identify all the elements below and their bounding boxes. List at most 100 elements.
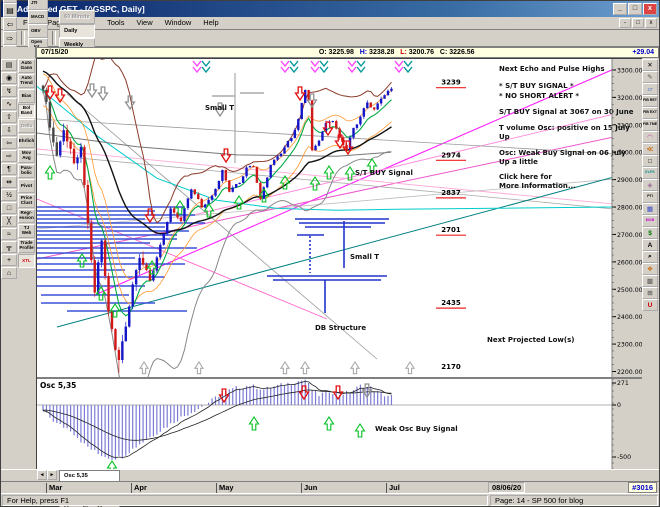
timeframe-daily[interactable]: Daily — [59, 24, 95, 38]
prev-page[interactable]: ⇦ — [3, 17, 17, 31]
study-autogann[interactable]: Auto Gann — [18, 59, 35, 73]
fib-retracement-tool[interactable]: FIB RET — [642, 95, 658, 107]
study-pivot[interactable]: Pivot — [18, 179, 35, 193]
fib-extension-tool[interactable]: FIB EXT — [642, 107, 658, 119]
rectangle-tool[interactable]: □ — [1, 202, 17, 214]
price-chart[interactable]: 3239 2974 2837 2701 2435 2170 Next Echo and Pu… — [37, 59, 644, 377]
grid2-tool[interactable]: ⊞ — [642, 287, 658, 299]
minimize-button[interactable]: _ — [613, 3, 627, 15]
underline-tool[interactable]: U — [642, 299, 658, 311]
tab-scroll-right[interactable]: ► — [47, 470, 57, 480]
menu-page[interactable]: Page — [47, 18, 65, 27]
timeframe-60-minute[interactable]: 60 Minute — [59, 10, 95, 24]
svg-text:Up: Up — [499, 133, 510, 141]
study-regression[interactable]: Regr- ession — [18, 209, 35, 223]
menu-view[interactable]: View — [136, 18, 153, 27]
study-bias[interactable]: Bias — [18, 89, 35, 103]
profit-taker-tool[interactable]: ↯ — [1, 85, 17, 97]
color-tool[interactable]: ❖ — [642, 263, 658, 275]
svg-text:T volume Osc: positive on 15 J: T volume Osc: positive on 15 July — [499, 124, 630, 132]
price-label-tool[interactable]: $ — [642, 227, 658, 239]
mdi-minimize-button[interactable]: - — [619, 18, 631, 28]
mob-tool[interactable]: MOB — [642, 215, 658, 227]
window-title: Advanced GET - [^GSPC, Daily] — [17, 4, 145, 14]
gann-fan-tool[interactable]: ◠ — [642, 131, 658, 143]
mdi-restore-button[interactable]: □ — [632, 18, 644, 28]
tab-scroll-left[interactable]: ◄ — [37, 470, 47, 480]
arrow-right-tool[interactable]: ⇨ — [1, 150, 17, 162]
maximize-button[interactable]: □ — [628, 3, 642, 15]
study-priceclust[interactable]: Price Clust — [18, 194, 35, 208]
arrow-up-tool[interactable]: ⇧ — [1, 111, 17, 123]
menu-help[interactable]: Help — [203, 18, 219, 27]
menu-tools[interactable]: Tools — [106, 18, 125, 27]
tie-tool[interactable]: ╦ — [1, 241, 17, 253]
magnifier-tool[interactable]: ⌕ — [642, 251, 658, 263]
svg-text:2700.00: 2700.00 — [617, 232, 643, 239]
next-page[interactable]: ⇨ — [3, 31, 17, 45]
pattern-tool[interactable]: ▩ — [642, 275, 658, 287]
diamond-tool[interactable]: ◈ — [642, 179, 658, 191]
tab-osc-5-35[interactable]: Osc 5,35 — [59, 470, 121, 481]
regression-channel-tool[interactable]: ▱ — [642, 83, 658, 95]
compare-tool[interactable]: ⇹ — [1, 176, 17, 188]
future-date-box[interactable]: 08/06/20 — [488, 482, 526, 493]
open-folder-tool[interactable]: ▤ — [1, 59, 17, 71]
exit-tool[interactable]: ⌂ — [1, 267, 17, 279]
pencil-tool[interactable]: ✎ — [642, 71, 658, 83]
arrow-down-tool[interactable]: ⇩ — [1, 124, 17, 136]
study-ehrlich[interactable]: Ehrlich — [18, 134, 35, 148]
study-button-jti[interactable]: JTI — [28, 0, 49, 10]
text-note-tool[interactable]: ¶ — [1, 163, 17, 175]
title-bar[interactable]: Advanced GET - [^GSPC, Daily] _ □ x — [1, 1, 659, 17]
text-tool[interactable]: A — [642, 239, 658, 251]
status-help-text: For Help, press F1 — [2, 494, 488, 506]
close-button[interactable]: x — [643, 3, 657, 15]
oscillator-chart[interactable]: Osc 5,35 Weak Osc Buy Signal 271 0 -500 — [37, 377, 644, 472]
main-toolbar: ⌖»⌕▢▤⇦⇨⇧✕▦⎙?№ ADXCCICyclesChart TopJTIMA… — [1, 0, 659, 136]
study-tradeprofile[interactable]: Trade Profile — [18, 239, 35, 253]
study-autotrend[interactable]: Auto Trend — [18, 74, 35, 88]
signal-arrows — [44, 83, 416, 375]
rectangle-draw-tool[interactable]: □ — [642, 155, 658, 167]
percent-tool[interactable]: ½ — [1, 189, 17, 201]
study-movavg[interactable]: Mov Avg — [18, 149, 35, 163]
menu-window[interactable]: Window — [164, 18, 192, 27]
ellipse-tool[interactable]: ELPS — [642, 167, 658, 179]
study-tjweb[interactable]: TJ Web — [18, 224, 35, 238]
new-chart[interactable]: ▢ — [3, 0, 17, 3]
month-label-jul: Jul — [386, 483, 400, 493]
svg-text:S/T BUY Signal: S/T BUY Signal — [355, 169, 413, 177]
lines-tool[interactable]: ╳ — [1, 215, 17, 227]
oscillator-plot: Osc 5,35 Weak Osc Buy Signal — [37, 379, 612, 472]
open-chart[interactable]: ▤ — [3, 3, 17, 17]
candlesticks — [41, 84, 393, 373]
svg-text:2400.00: 2400.00 — [617, 314, 643, 321]
svg-text:Next Echo and Pulse Highs: Next Echo and Pulse Highs — [499, 65, 605, 73]
binoculars-tool[interactable]: ◉ — [1, 72, 17, 84]
erase-tool[interactable]: ✕ — [642, 59, 658, 71]
svg-text:Osc: Weak Buy Signal on 06 Jul: Osc: Weak Buy Signal on 06 July — [499, 149, 626, 157]
crosshair-tool[interactable]: + — [1, 254, 17, 266]
study-button-obv[interactable]: OBV — [28, 24, 49, 38]
elliott-wave-tool[interactable]: ∿ — [1, 98, 17, 110]
study-button-macd[interactable]: MACD — [28, 10, 49, 24]
mdi-close-button[interactable]: x — [645, 18, 657, 28]
wave-tool[interactable]: ≈ — [1, 228, 17, 240]
study-xtl[interactable]: XTL — [18, 254, 35, 268]
right-tool-panel: ✕ ✎ ▱ FIB RET FIB EXT FIB TME ◠ ≪ □ ELPS ◈ PTI ▦ MOB $… — [642, 58, 659, 469]
menu-bar: FilePageChartToolsViewWindowHelp - □ x — [1, 17, 659, 30]
pti-tool[interactable]: PTI — [642, 191, 658, 203]
fan-lines-tool[interactable]: ≪ — [642, 143, 658, 155]
fib-time-tool[interactable]: FIB TME — [642, 119, 658, 131]
grid-tool[interactable]: ▦ — [642, 203, 658, 215]
study-parabolic[interactable]: Para- bolic — [18, 164, 35, 178]
arrow-left-tool[interactable]: ⇦ — [1, 137, 17, 149]
svg-text:Click here for: Click here for — [499, 173, 552, 181]
osc-arrows — [106, 383, 373, 472]
study-bolband[interactable]: Bol Band — [18, 104, 35, 118]
study-delta[interactable]: Delta — [18, 119, 35, 133]
svg-text:Small T: Small T — [205, 104, 234, 112]
svg-text:3200.00: 3200.00 — [617, 95, 643, 102]
